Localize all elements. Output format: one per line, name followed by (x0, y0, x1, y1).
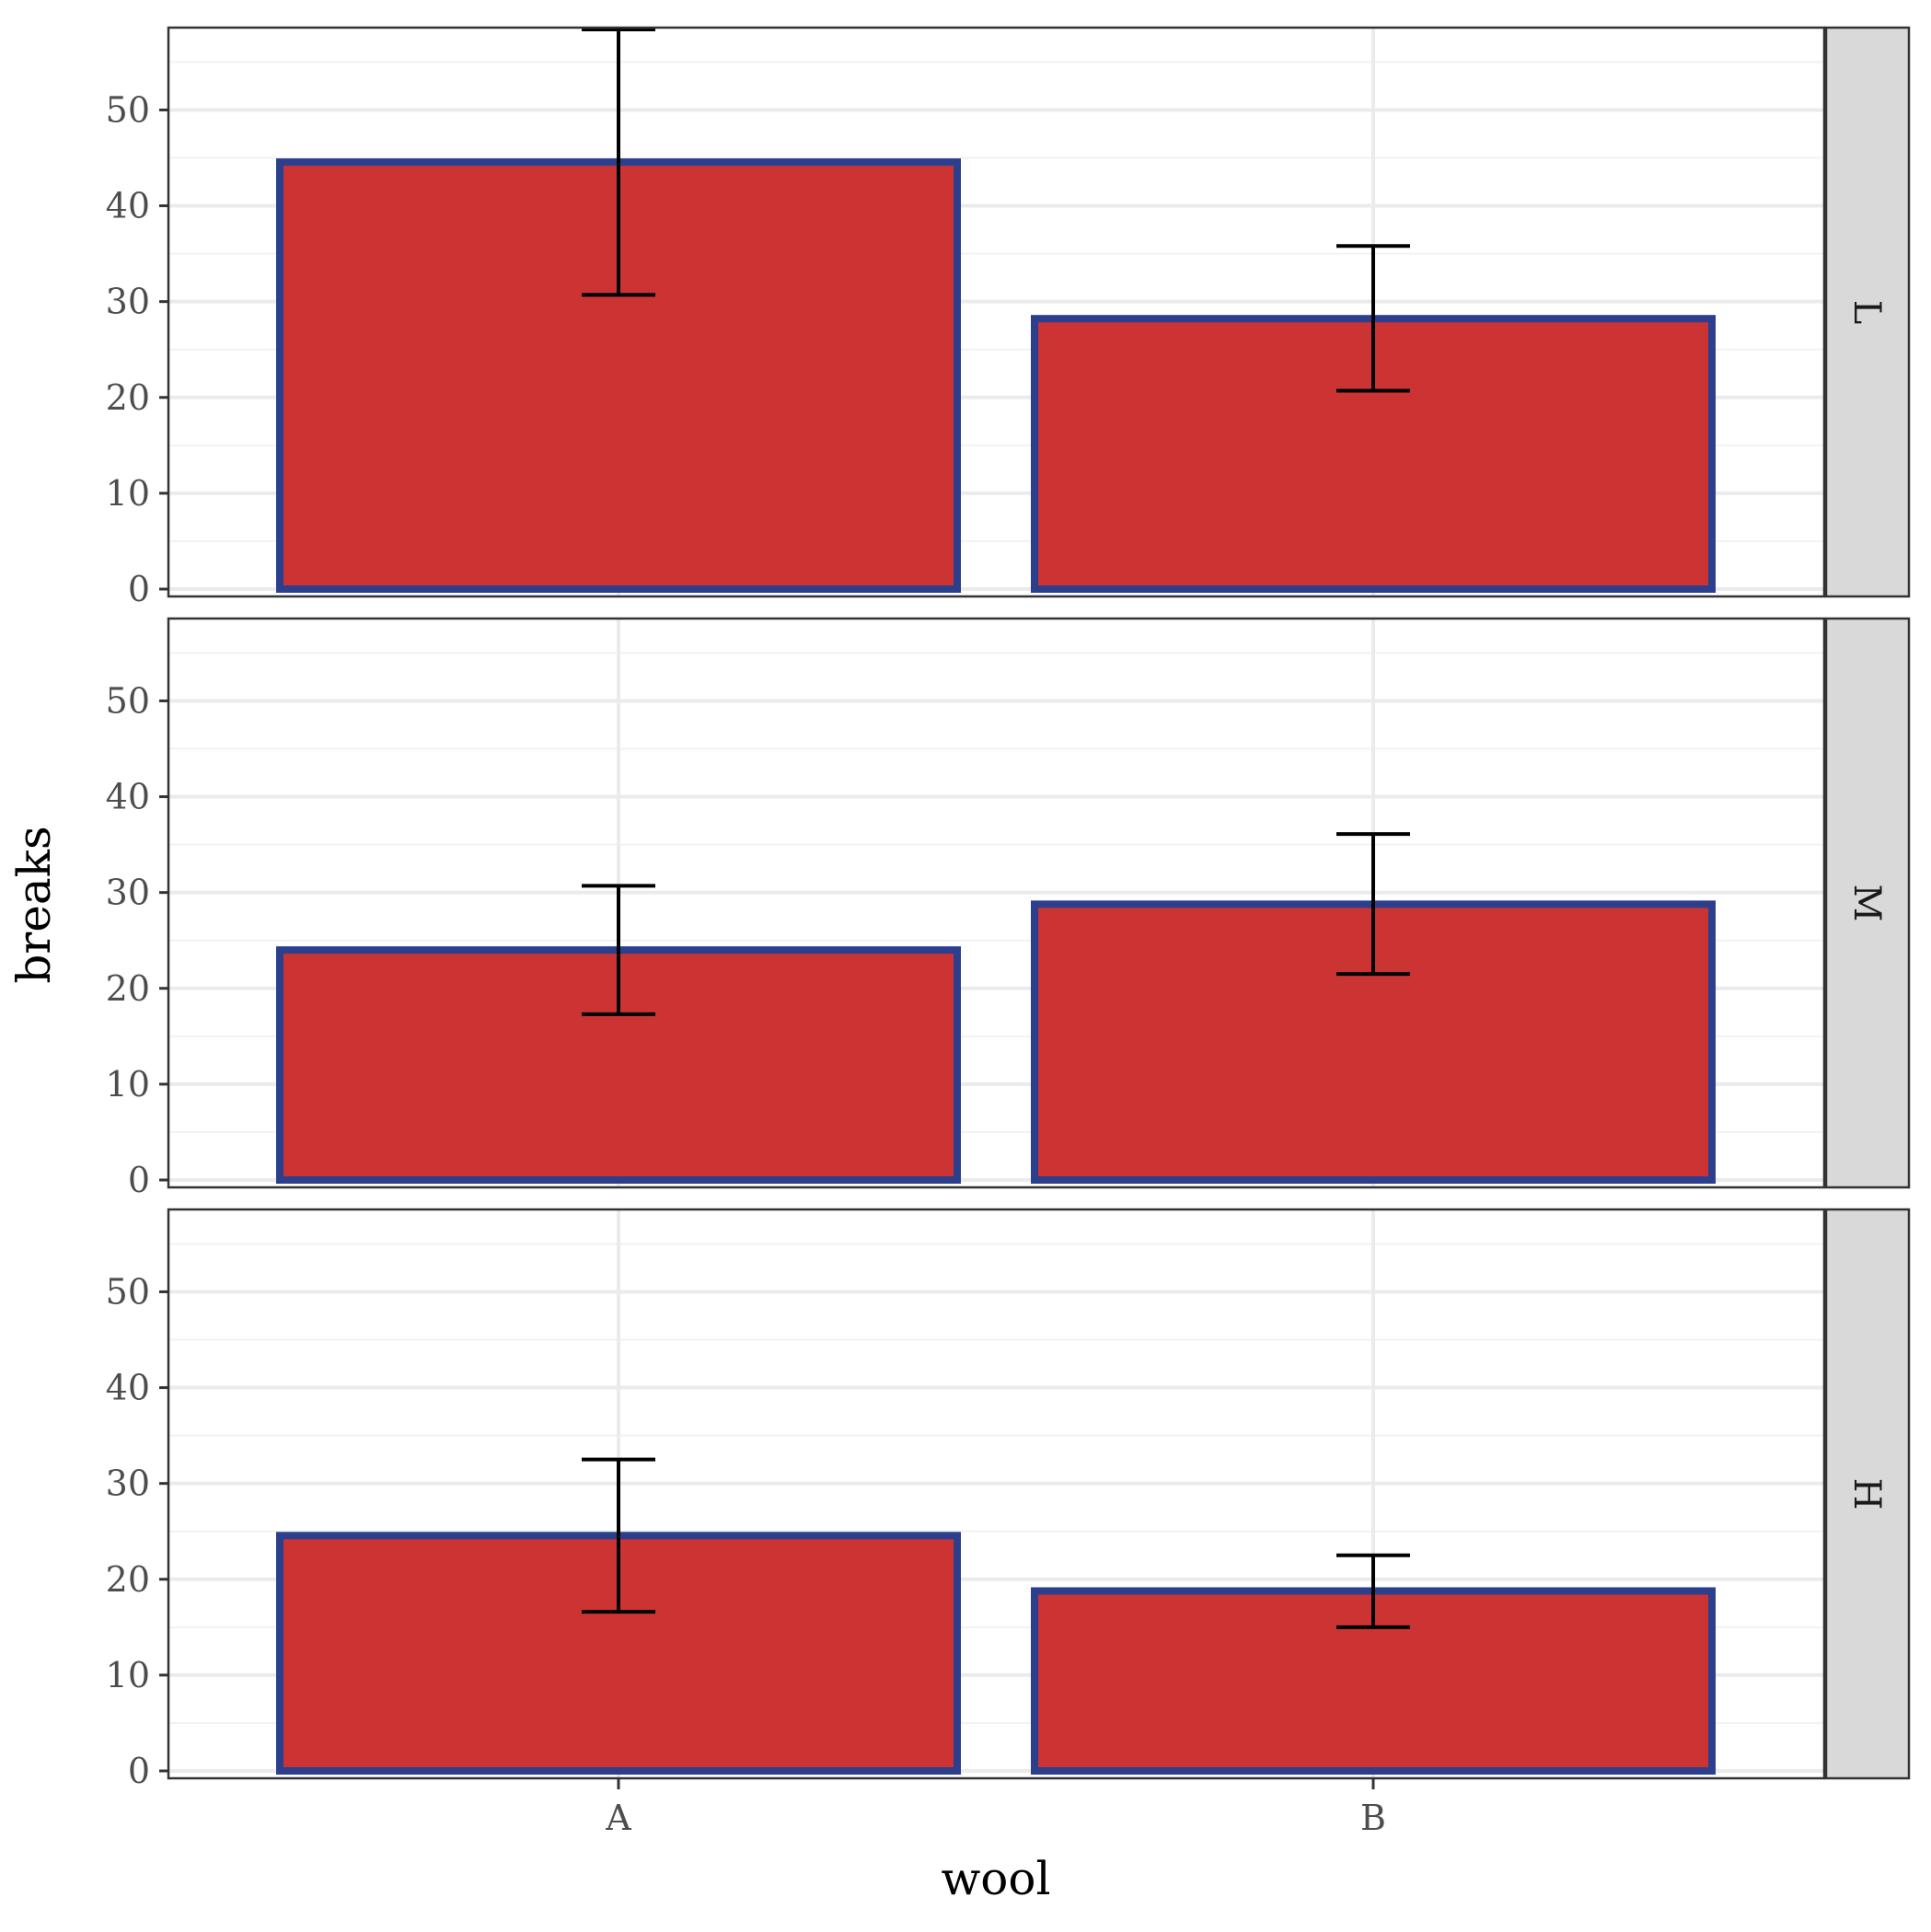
y-tick-label: 40 (106, 1368, 150, 1408)
facet-panel-h: 0 10 20 30 40 50 H A B (106, 1208, 1911, 1838)
y-tick-label: 40 (106, 186, 150, 226)
facet-strip (1824, 26, 1911, 598)
y-tick-label: 30 (106, 1463, 150, 1504)
panel-border (167, 26, 1826, 598)
facet-strip (1824, 1208, 1911, 1780)
y-tick-label: 30 (106, 873, 150, 913)
y-tick-label: 0 (128, 1751, 150, 1791)
y-tick-label: 20 (106, 377, 150, 418)
facet-panels: 0 10 20 30 40 50 L 0 10 20 30 40 50 M 0 10 20 30 40 50 H A B (106, 26, 1911, 1838)
errorbar-l-b (1336, 244, 1410, 393)
y-tick-label: 0 (128, 1160, 150, 1200)
facet-panel-m: 0 10 20 30 40 50 M (106, 617, 1911, 1200)
facet-panel-l: 0 10 20 30 40 50 L (106, 26, 1911, 609)
x-axis-title: wool (942, 1852, 1051, 1905)
y-tick-label: 10 (106, 473, 150, 514)
errorbar-m-b (1336, 832, 1410, 977)
y-tick-label: 50 (106, 89, 150, 130)
y-tick-label: 30 (106, 282, 150, 322)
errorbar-m-a (582, 884, 655, 1016)
facet-strip-label: M (1845, 885, 1888, 922)
y-tick-label: 20 (106, 1559, 150, 1600)
facet-strip-label: L (1845, 300, 1888, 325)
y-tick-label: 20 (106, 968, 150, 1009)
facet-strip (1824, 617, 1911, 1189)
errorbar-h-a (582, 1457, 655, 1614)
errorbar-l-a (582, 28, 655, 297)
y-tick-label: 10 (106, 1064, 150, 1105)
x-tick-label: A (605, 1798, 631, 1838)
y-tick-label: 50 (106, 1271, 150, 1312)
y-tick-label: 10 (106, 1655, 150, 1695)
y-tick-label: 50 (106, 680, 150, 721)
x-tick-label: B (1360, 1798, 1386, 1838)
errorbar-h-b (1336, 1553, 1410, 1629)
facet-strip-label: H (1845, 1478, 1888, 1510)
y-tick-label: 40 (106, 777, 150, 817)
panel-border (167, 617, 1826, 1189)
y-tick-label: 0 (128, 569, 150, 609)
panel-border (167, 1208, 1826, 1780)
y-axis-title: breaks (7, 826, 61, 983)
